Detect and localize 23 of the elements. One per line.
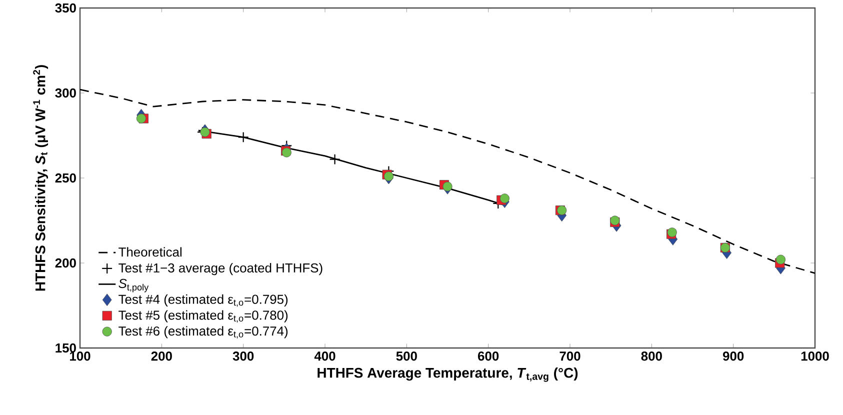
x-tick-label: 200: [151, 352, 172, 361]
x-tick-label: 500: [396, 352, 417, 361]
x-tick-label: 900: [722, 352, 744, 361]
x-tick-label: 300: [232, 352, 254, 361]
x-tick-label: 800: [641, 352, 662, 361]
y-tick-label: 200: [55, 258, 76, 268]
y-tick-label: 150: [56, 343, 76, 353]
x-tick-label: 400: [314, 352, 336, 361]
x-tick-label: 100: [70, 352, 90, 361]
legend-label: Test #1−3 average (coated HTHFS): [118, 263, 322, 276]
x-tick-label: 700: [560, 352, 580, 361]
legend-label: Theoretical: [118, 247, 182, 257]
legend-label: S$_{t,poly}$: [118, 278, 149, 292]
legend-label: Test #4 (estimated ε$_{t,o}$=0.795): [118, 294, 288, 307]
y-tick-label: 300: [55, 88, 76, 98]
x-tick-label: 600: [478, 352, 499, 361]
x-tick-label: 1000: [801, 352, 829, 361]
legend-label: Test #5 (estimated ε$_{t,o}$=0.780): [118, 310, 288, 323]
y-tick-label: 350: [55, 3, 76, 13]
y-axis-title: HTHFS Sensitivity, S$_{t}$ (μV W$^{-1}$ cm$^{2}$): [33, 65, 48, 291]
legend-label: Test #6 (estimated ε$_{t,o}$=0.774): [118, 326, 288, 338]
x-axis-title: HTHFS Average Temperature, T$_{t,avg}$ (°C): [318, 368, 578, 382]
y-tick-label: 250: [55, 173, 76, 183]
